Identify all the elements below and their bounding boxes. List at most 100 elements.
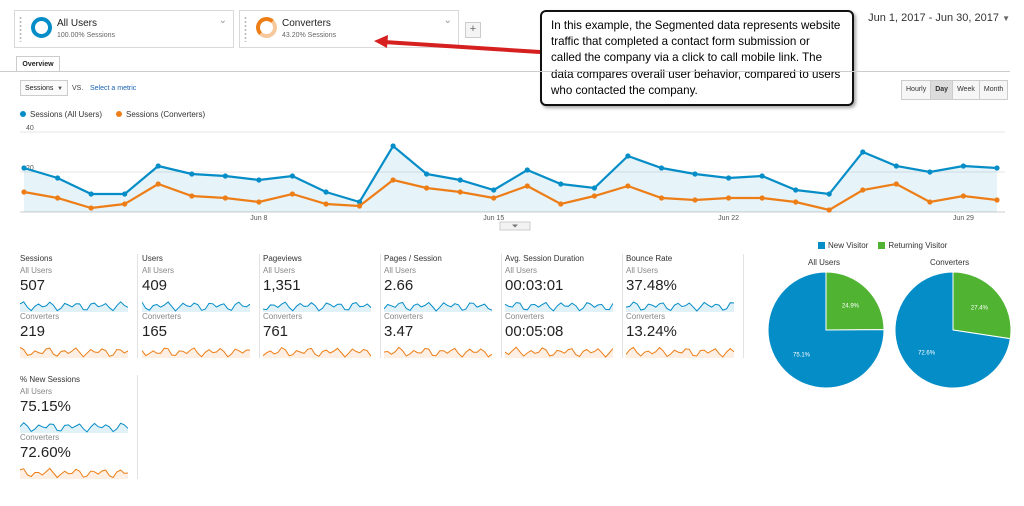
- data-point[interactable]: [558, 201, 564, 207]
- data-point[interactable]: [155, 181, 161, 187]
- data-point[interactable]: [189, 171, 195, 177]
- pie-slice-returning-visitor[interactable]: [952, 271, 1012, 340]
- data-point[interactable]: [122, 201, 128, 207]
- data-point[interactable]: [726, 175, 732, 181]
- pie-legend-item-returning-visitor[interactable]: Returning Visitor: [878, 241, 947, 250]
- data-point[interactable]: [826, 191, 832, 197]
- chevron-down-icon[interactable]: ⌄: [218, 15, 227, 26]
- chevron-down-icon[interactable]: ⌄: [443, 15, 452, 26]
- data-point[interactable]: [759, 195, 765, 201]
- data-point[interactable]: [960, 163, 967, 169]
- data-point[interactable]: [256, 199, 262, 205]
- metric-value-all-users: 00:03:01: [505, 277, 564, 294]
- data-point[interactable]: [491, 187, 497, 193]
- segment-label: Converters: [505, 312, 545, 321]
- data-point[interactable]: [591, 193, 598, 199]
- sparkline: [20, 467, 128, 479]
- granularity-month-button[interactable]: Month: [978, 80, 1009, 100]
- data-point[interactable]: [524, 183, 530, 189]
- chart-legend: Sessions (All Users) Sessions (Converter…: [20, 110, 205, 119]
- data-point[interactable]: [826, 207, 832, 213]
- segment-label: All Users: [20, 387, 53, 396]
- segment-card-all-users[interactable]: All Users 100.00% Sessions ⌄: [14, 10, 234, 48]
- series-area: [24, 146, 997, 212]
- pie-slice-returning-visitor[interactable]: [825, 271, 885, 331]
- data-point[interactable]: [55, 195, 61, 201]
- metric-tile: Avg. Session Duration All Users 00:03:01 Co…: [505, 254, 623, 359]
- data-point[interactable]: [88, 191, 94, 197]
- pie-legend-item-new-visitor[interactable]: New Visitor: [818, 241, 868, 250]
- granularity-day-button[interactable]: Day: [930, 80, 954, 100]
- segment-card-converters[interactable]: Converters 43.20% Sessions ⌄: [239, 10, 459, 48]
- data-point[interactable]: [55, 175, 61, 181]
- data-point[interactable]: [457, 177, 463, 183]
- data-point[interactable]: [289, 191, 295, 197]
- data-point[interactable]: [793, 199, 799, 205]
- data-point[interactable]: [289, 173, 295, 179]
- legend-dot-icon: [116, 111, 123, 117]
- data-point[interactable]: [390, 177, 396, 183]
- data-point[interactable]: [323, 201, 329, 207]
- data-point[interactable]: [356, 199, 363, 205]
- legend-item-all-users[interactable]: Sessions (All Users): [20, 110, 102, 119]
- data-point[interactable]: [893, 181, 899, 187]
- data-point[interactable]: [21, 165, 27, 171]
- legend-item-converters[interactable]: Sessions (Converters): [116, 110, 205, 119]
- chart-resize-handle[interactable]: [499, 221, 531, 231]
- data-point[interactable]: [356, 203, 363, 209]
- data-point[interactable]: [155, 163, 161, 169]
- data-point[interactable]: [558, 181, 564, 187]
- data-point[interactable]: [222, 173, 228, 179]
- data-point[interactable]: [122, 191, 128, 197]
- data-point[interactable]: [424, 185, 430, 191]
- data-point[interactable]: [21, 189, 27, 195]
- tab-overview[interactable]: Overview: [16, 56, 60, 72]
- data-point[interactable]: [960, 193, 967, 199]
- series-line: [23, 144, 998, 204]
- data-point[interactable]: [692, 171, 698, 177]
- data-point[interactable]: [424, 171, 430, 177]
- metric-tile: Users All Users 409 Converters 165: [142, 254, 260, 359]
- data-point[interactable]: [726, 195, 732, 201]
- data-point[interactable]: [994, 165, 1000, 171]
- segment-label: Converters: [20, 312, 60, 321]
- drag-handle[interactable]: [19, 16, 22, 42]
- data-point[interactable]: [88, 205, 94, 211]
- select-metric-link[interactable]: Select a metric: [90, 85, 137, 92]
- data-point[interactable]: [390, 143, 396, 149]
- add-segment-button[interactable]: +: [465, 22, 481, 38]
- date-range-picker[interactable]: Jun 1, 2017 - Jun 30, 2017 ▼: [868, 12, 1010, 24]
- data-point[interactable]: [658, 165, 665, 171]
- data-point[interactable]: [524, 167, 530, 173]
- data-point[interactable]: [189, 193, 195, 199]
- metric-tile: Pageviews All Users 1,351 Converters 761: [263, 254, 381, 359]
- data-point[interactable]: [222, 195, 228, 201]
- pie-slice-new-visitor[interactable]: [767, 271, 885, 389]
- data-point[interactable]: [893, 163, 899, 169]
- data-point[interactable]: [625, 153, 631, 159]
- data-point[interactable]: [994, 197, 1000, 203]
- data-point[interactable]: [692, 197, 698, 203]
- data-point[interactable]: [625, 183, 631, 189]
- data-point[interactable]: [793, 187, 799, 193]
- granularity-week-button[interactable]: Week: [952, 80, 980, 100]
- data-point[interactable]: [658, 195, 665, 201]
- data-point[interactable]: [323, 189, 329, 195]
- data-point[interactable]: [927, 169, 933, 175]
- data-point[interactable]: [591, 185, 598, 191]
- drag-handle[interactable]: [244, 16, 247, 42]
- data-point[interactable]: [860, 187, 866, 193]
- data-point[interactable]: [256, 177, 262, 183]
- metric-value-all-users: 2.66: [384, 277, 414, 294]
- segment-label: All Users: [505, 266, 538, 275]
- metric-select[interactable]: Sessions ▼: [20, 80, 68, 96]
- pie-slice-new-visitor[interactable]: [894, 271, 1011, 389]
- data-point[interactable]: [759, 173, 765, 179]
- data-point[interactable]: [491, 195, 497, 201]
- y-tick-label: 20: [26, 165, 34, 172]
- legend-label: Sessions (Converters): [126, 110, 206, 119]
- granularity-hourly-button[interactable]: Hourly: [901, 80, 932, 100]
- data-point[interactable]: [860, 149, 866, 155]
- data-point[interactable]: [927, 199, 933, 205]
- data-point[interactable]: [457, 189, 463, 195]
